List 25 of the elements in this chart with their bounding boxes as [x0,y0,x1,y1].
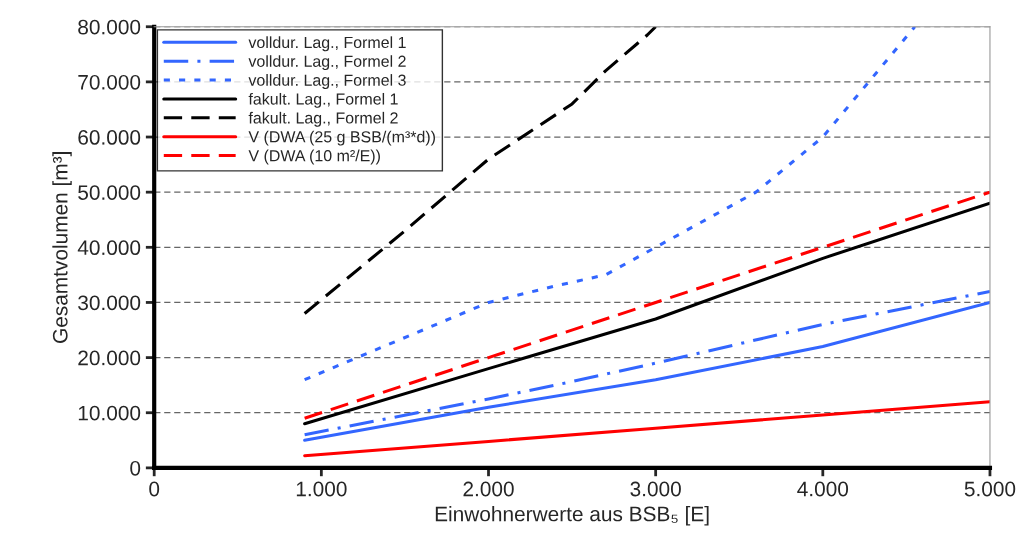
y-tick-label: 10.000 [78,405,141,421]
x-tick-label: 3.000 [630,481,681,497]
x-tick-label: 0 [149,481,160,497]
legend-label: volldur. Lag., Formel 3 [248,74,406,89]
legend-label: volldur. Lag., Formel 1 [248,36,406,52]
y-tick-label: 70.000 [78,74,141,90]
y-tick-label: 30.000 [78,295,141,311]
line-series [303,400,990,458]
y-tick-label: 60.000 [78,130,141,145]
x-tick-label: 5.000 [964,481,1016,497]
y-tick-label: 20.000 [78,350,141,366]
y-tick-label: 80.000 [78,19,141,35]
x-tick-label: 2.000 [463,481,514,497]
x-tick-label: 4.000 [797,481,849,497]
x-tick-label: 1.000 [296,481,347,497]
legend-label: V (DWA (25 g BSB/(m³*d)) [248,130,435,146]
legend-label: V (DWA (10 m²/E)) [248,149,380,165]
y-axis-title: Gesamtvolumen [m³] [52,152,72,343]
legend-label: fakult. Lag., Formel 2 [248,111,398,127]
y-tick-label: 0 [130,460,141,476]
legend-label: fakult. Lag., Formel 1 [248,92,398,108]
y-tick-label: 40.000 [77,240,141,256]
x-axis-title: Einwohnerwerte aus BSB₅ [E] [435,506,709,526]
legend-label: volldur. Lag., Formel 2 [248,55,406,71]
y-tick-label: 50.000 [78,185,141,200]
